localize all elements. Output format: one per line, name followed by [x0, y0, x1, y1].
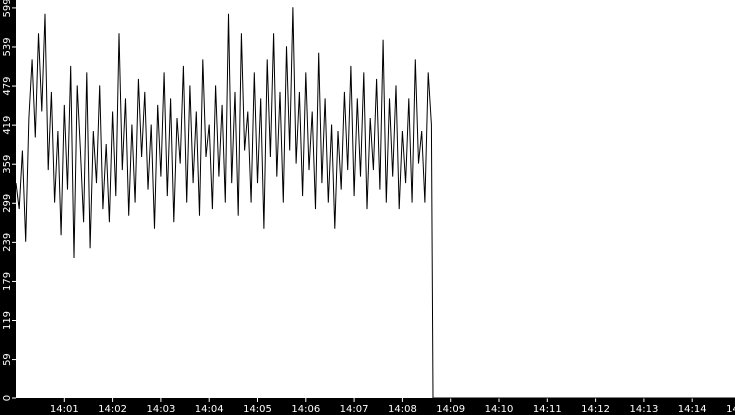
x-tick-label: 14:01: [50, 404, 79, 415]
x-tick-label: 14:10: [485, 404, 514, 415]
x-tick-label: 14:07: [340, 404, 369, 415]
y-tick-label: 239: [2, 233, 13, 252]
y-tick-label: 119: [2, 311, 13, 330]
x-tick-label: 14:12: [581, 404, 610, 415]
y-tick-label: 599: [2, 0, 13, 17]
x-tick-label: 14:15: [726, 404, 735, 415]
y-tick-label: 419: [2, 116, 13, 135]
x-tick-label: 14:11: [533, 404, 562, 415]
x-tick-label: 14:03: [146, 404, 175, 415]
x-axis: 14:01 14:02 14:03 14:04 14:05 14:06 14:07 14:08…: [50, 398, 735, 415]
plot-area: [16, 0, 735, 398]
y-tick-label: 539: [2, 37, 13, 56]
y-tick-label: 59: [2, 353, 13, 366]
x-tick-label: 14:08: [388, 404, 417, 415]
x-tick-label: 14:04: [195, 404, 224, 415]
y-tick-label: 299: [2, 194, 13, 213]
x-tick-label: 14:14: [678, 404, 707, 415]
x-tick-label: 14:05: [243, 404, 272, 415]
x-tick-label: 14:13: [629, 404, 658, 415]
series-line: [15, 7, 735, 399]
y-axis: 0 59 119 179 239 299 359 419 479 539 599: [2, 0, 16, 401]
y-tick-label: 179: [2, 272, 13, 291]
y-tick-label: 359: [2, 155, 13, 174]
x-tick-label: 14:09: [436, 404, 465, 415]
x-tick-label: 14:06: [291, 404, 320, 415]
x-tick-label: 14:02: [98, 404, 127, 415]
y-tick-label: 0: [2, 395, 13, 401]
y-tick-label: 479: [2, 77, 13, 96]
